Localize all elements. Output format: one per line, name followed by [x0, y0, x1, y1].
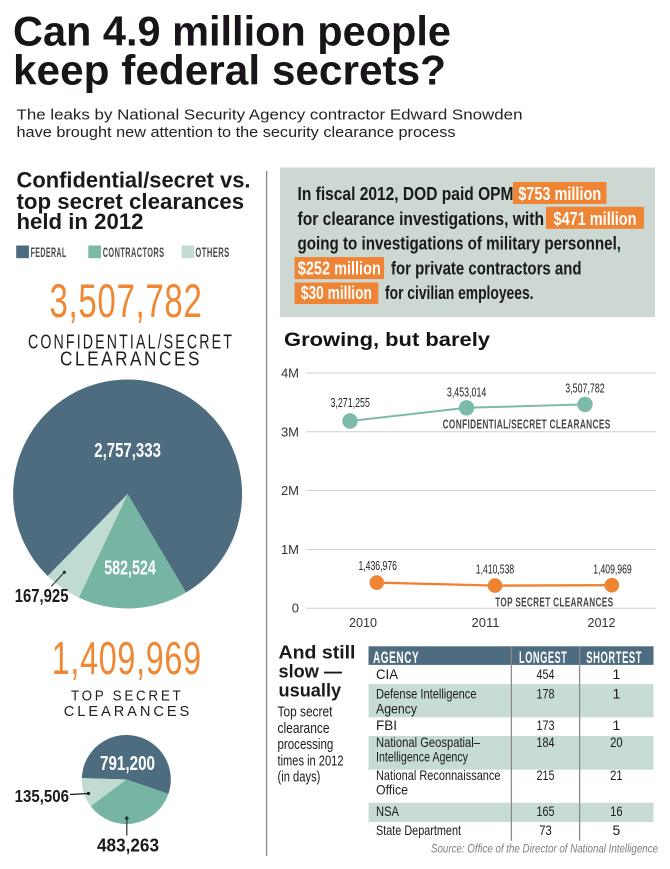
- svg-text:CLEARANCES: CLEARANCES: [64, 703, 193, 720]
- svg-text:for private contractors and: for private contractors and: [391, 257, 582, 278]
- svg-text:2,757,333: 2,757,333: [94, 439, 161, 462]
- svg-text:CONTRACTORS: CONTRACTORS: [103, 244, 165, 260]
- svg-text:$30 million: $30 million: [301, 282, 372, 303]
- svg-text:LONGEST: LONGEST: [519, 648, 567, 667]
- svg-text:582,524: 582,524: [104, 556, 156, 579]
- svg-text:4M: 4M: [281, 366, 299, 381]
- svg-text:3M: 3M: [281, 424, 299, 439]
- svg-text:keep federal secrets?: keep federal secrets?: [13, 47, 446, 94]
- svg-text:454: 454: [537, 666, 555, 682]
- svg-text:167,925: 167,925: [15, 586, 69, 606]
- svg-text:21: 21: [610, 767, 623, 783]
- svg-text:have brought new attention to: have brought new attention to the securi…: [17, 124, 456, 141]
- svg-text:Can 4.9 million people: Can 4.9 million people: [13, 8, 451, 55]
- svg-text:$252 million: $252 million: [298, 257, 381, 278]
- svg-text:AGENCY: AGENCY: [373, 648, 419, 667]
- svg-text:times in 2012: times in 2012: [278, 753, 344, 769]
- svg-text:for clearance investigations,: for clearance investigations, with: [298, 208, 545, 229]
- svg-text:FBI: FBI: [376, 717, 397, 733]
- svg-text:Source: Office of the Director: Source: Office of the Director of Nation…: [431, 844, 658, 856]
- svg-text:Office: Office: [376, 781, 408, 797]
- svg-text:held in 2012: held in 2012: [17, 209, 144, 234]
- svg-text:3,507,782: 3,507,782: [50, 275, 203, 328]
- svg-text:1: 1: [613, 686, 621, 702]
- svg-text:processing: processing: [278, 737, 334, 753]
- svg-text:CIA: CIA: [376, 666, 399, 682]
- svg-text:Agency: Agency: [376, 701, 417, 717]
- svg-text:5: 5: [613, 822, 621, 838]
- svg-text:16: 16: [610, 803, 623, 819]
- svg-text:OTHERS: OTHERS: [195, 244, 229, 260]
- svg-text:usually: usually: [279, 680, 342, 701]
- svg-text:FEDERAL: FEDERAL: [31, 244, 67, 260]
- svg-text:135,506: 135,506: [15, 786, 70, 806]
- svg-text:3,271,255: 3,271,255: [331, 396, 370, 410]
- svg-text:$753 million: $753 million: [518, 183, 601, 204]
- svg-text:Confidential/secret vs.: Confidential/secret vs.: [17, 167, 251, 192]
- svg-text:CLEARANCES: CLEARANCES: [60, 349, 202, 371]
- svg-text:CONFIDENTIAL/SECRET: CONFIDENTIAL/SECRET: [28, 331, 234, 353]
- svg-text:1: 1: [613, 666, 621, 682]
- svg-text:178: 178: [537, 686, 555, 702]
- svg-text:The leaks by National Security: The leaks by National Security Agency co…: [17, 107, 523, 124]
- svg-text:20: 20: [610, 734, 623, 750]
- svg-text:CONFIDENTIAL/SECRET CLEARANCES: CONFIDENTIAL/SECRET CLEARANCES: [443, 418, 611, 432]
- svg-text:In fiscal 2012, DOD paid OPM: In fiscal 2012, DOD paid OPM: [298, 183, 514, 204]
- svg-text:And still: And still: [279, 642, 356, 663]
- svg-text:$471 million: $471 million: [554, 208, 637, 229]
- svg-text:1,436,976: 1,436,976: [358, 559, 397, 573]
- svg-text:173: 173: [537, 717, 555, 733]
- svg-text:215: 215: [537, 767, 555, 783]
- svg-text:1,410,538: 1,410,538: [476, 562, 515, 576]
- svg-text:NSA: NSA: [376, 803, 400, 819]
- svg-text:1,409,969: 1,409,969: [593, 562, 632, 576]
- svg-text:3,453,014: 3,453,014: [447, 386, 486, 400]
- svg-text:2010: 2010: [349, 615, 377, 630]
- svg-text:top secret clearances: top secret clearances: [17, 189, 245, 214]
- svg-text:2011: 2011: [472, 615, 500, 630]
- svg-text:clearance: clearance: [278, 721, 330, 737]
- svg-text:State Department: State Department: [376, 822, 461, 838]
- svg-text:483,263: 483,263: [97, 836, 159, 856]
- svg-text:791,200: 791,200: [100, 752, 155, 775]
- svg-text:National Geospatial–: National Geospatial–: [376, 734, 480, 750]
- svg-text:going to investigations of mil: going to investigations of military pers…: [298, 233, 622, 254]
- svg-text:National Reconnaissance: National Reconnaissance: [376, 767, 501, 783]
- svg-text:0: 0: [292, 601, 299, 616]
- svg-text:3,507,782: 3,507,782: [565, 382, 604, 396]
- svg-text:Defense Intelligence: Defense Intelligence: [376, 686, 477, 702]
- svg-text:1M: 1M: [281, 542, 299, 557]
- svg-text:SHORTEST: SHORTEST: [586, 648, 642, 667]
- svg-text:for civilian employees.: for civilian employees.: [385, 282, 534, 303]
- svg-text:Intelligence Agency: Intelligence Agency: [376, 749, 468, 765]
- svg-text:1,409,969: 1,409,969: [52, 632, 202, 684]
- svg-text:165: 165: [537, 803, 555, 819]
- svg-text:Top secret: Top secret: [278, 705, 333, 721]
- svg-text:1: 1: [613, 717, 621, 733]
- svg-text:2M: 2M: [281, 483, 299, 498]
- svg-text:Growing, but barely: Growing, but barely: [284, 330, 490, 351]
- svg-text:TOP SECRET: TOP SECRET: [71, 688, 184, 705]
- svg-text:TOP SECRET CLEARANCES: TOP SECRET CLEARANCES: [495, 596, 613, 610]
- svg-text:slow —: slow —: [279, 661, 343, 682]
- svg-text:(in days): (in days): [278, 770, 321, 786]
- svg-text:73: 73: [539, 822, 552, 838]
- svg-text:2012: 2012: [588, 615, 616, 630]
- svg-text:184: 184: [537, 734, 555, 750]
